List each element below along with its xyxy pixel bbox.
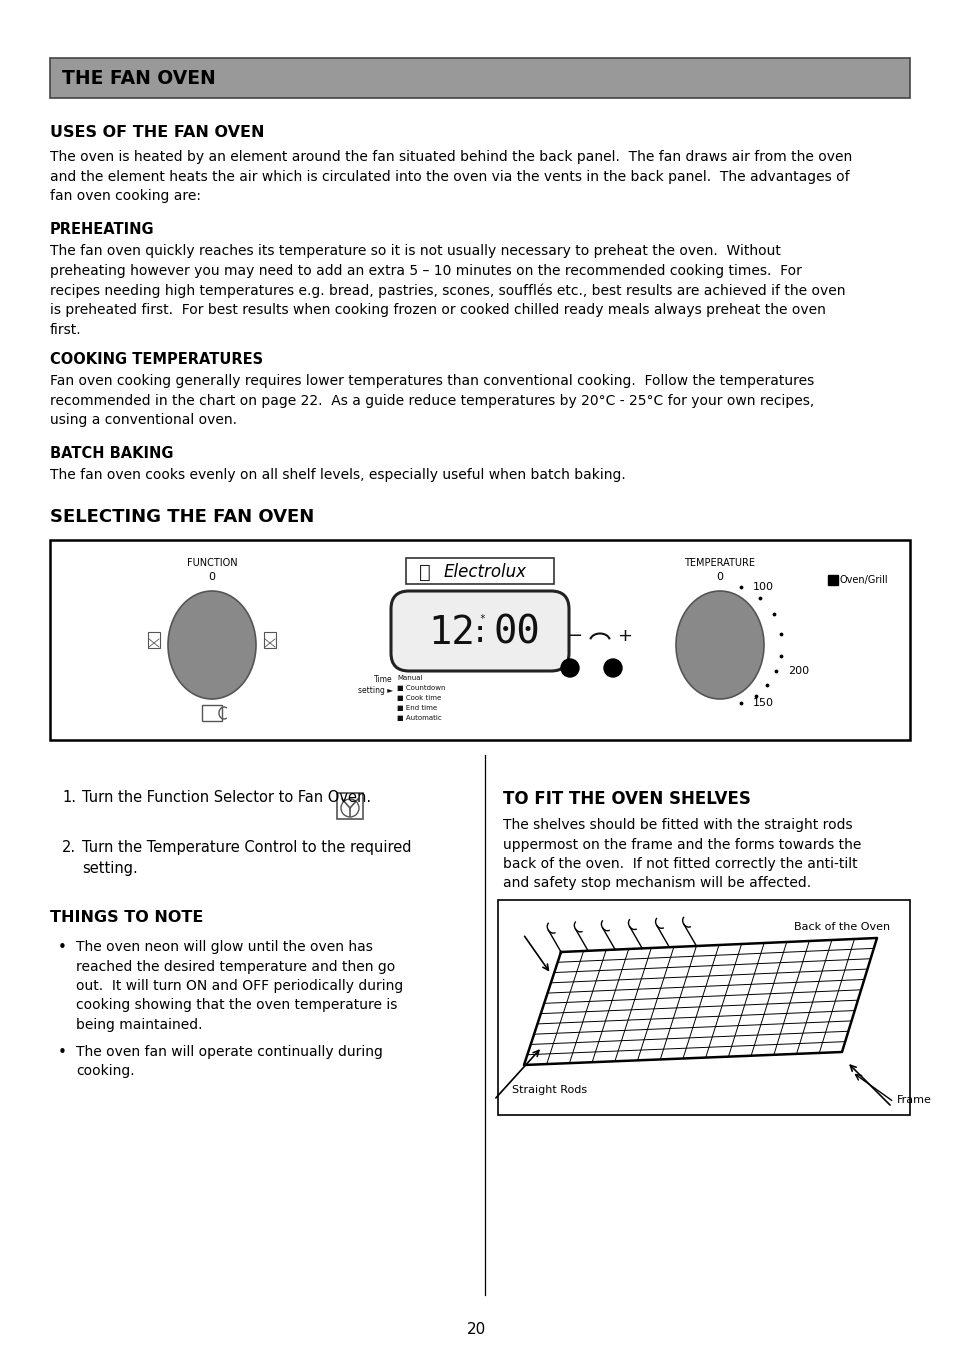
Text: 00: 00 [494, 613, 540, 653]
Text: 12: 12 [428, 613, 475, 653]
Text: Time
setting ►: Time setting ► [357, 676, 393, 696]
Circle shape [560, 659, 578, 677]
Text: The fan oven quickly reaches its temperature so it is not usually necessary to p: The fan oven quickly reaches its tempera… [50, 245, 844, 336]
Text: SELECTING THE FAN OVEN: SELECTING THE FAN OVEN [50, 508, 314, 526]
Text: USES OF THE FAN OVEN: USES OF THE FAN OVEN [50, 126, 264, 141]
Text: Turn the Temperature Control to the required
setting.: Turn the Temperature Control to the requ… [82, 840, 411, 875]
Text: 100: 100 [753, 582, 774, 592]
Ellipse shape [168, 590, 255, 698]
Text: 200: 200 [787, 666, 808, 677]
Text: ⧉: ⧉ [418, 562, 431, 581]
Text: Straight Rods: Straight Rods [512, 1085, 586, 1096]
Text: Fan oven cooking generally requires lower temperatures than conventional cooking: Fan oven cooking generally requires lowe… [50, 374, 814, 427]
Text: ■ End time: ■ End time [396, 705, 436, 711]
Text: The fan oven cooks evenly on all shelf levels, especially useful when batch baki: The fan oven cooks evenly on all shelf l… [50, 467, 625, 482]
Text: *: * [478, 613, 484, 624]
Text: 0: 0 [209, 571, 215, 582]
Text: FUNCTION: FUNCTION [187, 558, 237, 567]
Text: •: • [58, 940, 67, 955]
Text: Back of the Oven: Back of the Oven [793, 921, 889, 932]
FancyBboxPatch shape [497, 900, 909, 1115]
Text: Frame: Frame [896, 1096, 931, 1105]
Text: 150: 150 [753, 698, 774, 708]
Text: TO FIT THE OVEN SHELVES: TO FIT THE OVEN SHELVES [502, 790, 750, 808]
Text: The oven fan will operate continually during
cooking.: The oven fan will operate continually du… [76, 1046, 382, 1078]
Text: COOKING TEMPERATURES: COOKING TEMPERATURES [50, 353, 263, 367]
Text: •: • [58, 1046, 67, 1061]
Text: The oven is heated by an element around the fan situated behind the back panel. : The oven is heated by an element around … [50, 150, 851, 203]
Text: +: + [617, 627, 632, 644]
FancyBboxPatch shape [50, 540, 909, 740]
Text: PREHEATING: PREHEATING [50, 222, 154, 236]
Text: Oven/Grill: Oven/Grill [840, 576, 887, 585]
Text: 0: 0 [716, 571, 722, 582]
Text: 1.: 1. [62, 790, 76, 805]
Circle shape [603, 659, 621, 677]
Text: 2.: 2. [62, 840, 76, 855]
Text: ■ Automatic: ■ Automatic [396, 715, 441, 721]
FancyBboxPatch shape [391, 590, 568, 671]
FancyBboxPatch shape [406, 558, 554, 584]
Text: THINGS TO NOTE: THINGS TO NOTE [50, 911, 203, 925]
Text: Electrolux: Electrolux [443, 563, 526, 581]
Text: 20: 20 [467, 1323, 486, 1337]
Text: Manual: Manual [396, 676, 422, 681]
FancyBboxPatch shape [50, 58, 909, 99]
Text: Turn the Function Selector to Fan Oven.: Turn the Function Selector to Fan Oven. [82, 790, 371, 805]
Text: BATCH BAKING: BATCH BAKING [50, 446, 173, 461]
Text: The oven neon will glow until the oven has
reached the desired temperature and t: The oven neon will glow until the oven h… [76, 940, 403, 1032]
Text: :: : [471, 619, 489, 647]
Text: The shelves should be fitted with the straight rods
uppermost on the frame and t: The shelves should be fitted with the st… [502, 817, 861, 890]
Text: −: − [567, 627, 582, 644]
Text: ■ Countdown: ■ Countdown [396, 685, 445, 690]
Ellipse shape [676, 590, 763, 698]
Text: THE FAN OVEN: THE FAN OVEN [62, 69, 215, 88]
Text: TEMPERATURE: TEMPERATURE [684, 558, 755, 567]
Text: ■ Cook time: ■ Cook time [396, 694, 441, 701]
